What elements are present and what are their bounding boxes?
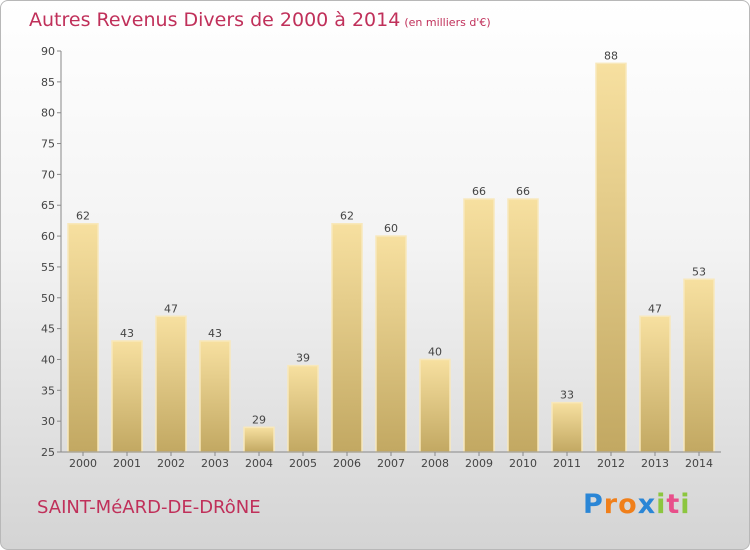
x-tick-label-2004: 2004 (245, 457, 273, 470)
y-tick-label: 75 (41, 138, 55, 151)
x-tick-label-2002: 2002 (157, 457, 185, 470)
x-tick-label-2011: 2011 (553, 457, 581, 470)
bar-2014 (683, 278, 715, 453)
y-tick-label: 85 (41, 76, 55, 89)
y-tick-label: 45 (41, 323, 55, 336)
y-tick-label: 35 (41, 384, 55, 397)
x-tick-label-2010: 2010 (509, 457, 537, 470)
x-tick-label-2013: 2013 (641, 457, 669, 470)
data-label-2005: 39 (296, 352, 310, 365)
x-tick-label-2012: 2012 (597, 457, 625, 470)
bar-2006 (331, 222, 363, 453)
logo-letter: o (618, 489, 638, 520)
proxiti-logo: Proxiti (583, 489, 691, 520)
chart-title-text: Autres Revenus Divers de 2000 à 2014 (29, 9, 401, 31)
logo-letter: t (666, 489, 681, 520)
data-label-2011: 33 (560, 389, 574, 402)
bar-2001 (111, 340, 143, 453)
x-tick-label-2001: 2001 (113, 457, 141, 470)
y-tick-label: 40 (41, 353, 55, 366)
data-label-2014: 53 (692, 265, 706, 278)
data-label-2003: 43 (208, 327, 222, 340)
y-tick-label: 80 (41, 107, 55, 120)
logo-letter: r (603, 489, 619, 520)
data-label-2012: 88 (604, 49, 618, 62)
x-tick-label-2009: 2009 (465, 457, 493, 470)
y-tick-label: 25 (41, 446, 55, 459)
y-tick-label: 65 (41, 199, 55, 212)
chart-subtitle: (en milliers d'€) (404, 16, 491, 29)
x-tick-label-2008: 2008 (421, 457, 449, 470)
y-tick-label: 60 (41, 230, 55, 243)
logo-letter: i (680, 489, 691, 520)
bar-2010 (507, 198, 539, 453)
bars: 62 43 47 43 29 39 62 60 40 66 66 33 88 47 53 (67, 49, 715, 453)
y-axis: 25 30 35 40 45 50 55 60 65 70 75 80 85 90 (41, 45, 62, 459)
logo-letter: x (637, 489, 657, 520)
bar-2000 (67, 222, 99, 453)
bar-2009 (463, 198, 495, 453)
data-label-2009: 66 (472, 185, 486, 198)
data-label-2007: 60 (384, 222, 398, 235)
bar-2005 (287, 364, 319, 453)
data-label-2010: 66 (516, 185, 530, 198)
y-tick-label: 30 (41, 415, 55, 428)
bar-2004 (243, 426, 275, 453)
data-label-2002: 47 (164, 302, 178, 315)
bar-2002 (155, 315, 187, 453)
y-tick-label: 55 (41, 261, 55, 274)
x-tick-label-2007: 2007 (377, 457, 405, 470)
location-label: SAINT-MéARD-DE-DRôNE (37, 497, 261, 518)
bar-2003 (199, 340, 231, 453)
data-label-2001: 43 (120, 327, 134, 340)
x-tick-label-2005: 2005 (289, 457, 317, 470)
data-label-2004: 29 (252, 413, 266, 426)
data-label-2013: 47 (648, 302, 662, 315)
x-tick-label-2000: 2000 (69, 457, 97, 470)
logo-letter: i (656, 489, 667, 520)
bar-2012 (595, 62, 627, 453)
x-axis: 2000 2001 2002 2003 2004 2005 2006 2007 2008 2009… (61, 451, 721, 470)
data-label-2008: 40 (428, 345, 442, 358)
bar-2007 (375, 235, 407, 453)
data-label-2006: 62 (340, 210, 354, 223)
logo-letter: P (583, 489, 604, 520)
y-tick-label: 70 (41, 168, 55, 181)
bar-2008 (419, 358, 451, 453)
chart-title: Autres Revenus Divers de 2000 à 2014 (en … (29, 9, 491, 31)
x-tick-label-2006: 2006 (333, 457, 361, 470)
data-label-2000: 62 (76, 210, 90, 223)
y-tick-label: 90 (41, 45, 55, 58)
bar-2011 (551, 401, 583, 453)
bar-2013 (639, 315, 671, 453)
x-tick-label-2003: 2003 (201, 457, 229, 470)
x-tick-label-2014: 2014 (685, 457, 713, 470)
y-tick-label: 50 (41, 292, 55, 305)
